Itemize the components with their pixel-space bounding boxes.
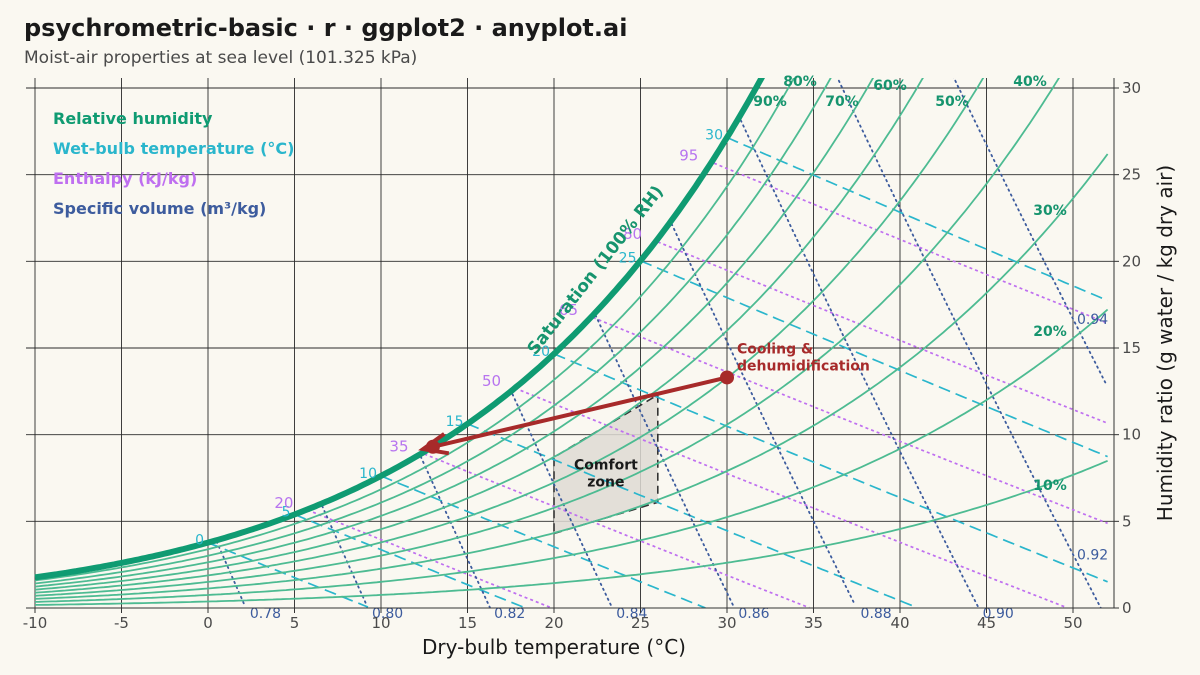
wet-bulb-line bbox=[553, 353, 1108, 583]
rh-label-60: 60% bbox=[873, 78, 907, 94]
specific-volume-line bbox=[511, 393, 612, 607]
y-tick-label: 0 bbox=[1122, 599, 1132, 617]
x-tick-label: 25 bbox=[631, 614, 650, 632]
rh-curve-20 bbox=[34, 308, 1109, 603]
x-tick-label: 35 bbox=[804, 614, 823, 632]
grid-lines bbox=[26, 78, 1114, 609]
chart-subtitle: Moist-air properties at sea level (101.3… bbox=[24, 48, 418, 68]
x-tick-label: 40 bbox=[890, 614, 909, 632]
wet-bulb-label: 20 bbox=[532, 344, 550, 360]
enthalpy-line bbox=[592, 316, 1108, 525]
legend-entry: Enthalpy (kJ/kg) bbox=[53, 169, 197, 188]
chart-title: psychrometric-basic · r · ggplot2 · anyp… bbox=[24, 14, 628, 42]
wet-bulb-label: 25 bbox=[619, 251, 637, 267]
x-tick-label: 10 bbox=[371, 614, 390, 632]
wet-bulb-label: 30 bbox=[705, 128, 723, 144]
wet-bulb-line bbox=[380, 475, 706, 608]
enthalpy-label: 80 bbox=[623, 225, 642, 243]
wet-bulb-line bbox=[294, 513, 525, 608]
comfort-zone-label-line1: Comfort bbox=[574, 457, 638, 473]
enthalpy-label: 95 bbox=[679, 146, 698, 164]
rh-label-80: 80% bbox=[783, 74, 817, 90]
specific-volume-line bbox=[952, 78, 1107, 385]
x-tick-label: -5 bbox=[114, 614, 129, 632]
x-tick-label: 15 bbox=[458, 614, 477, 632]
wet-bulb-label: 15 bbox=[446, 414, 464, 430]
wet-bulb-line bbox=[726, 136, 1108, 302]
wet-bulb-line bbox=[467, 423, 918, 608]
x-tick-label: 30 bbox=[717, 614, 736, 632]
rh-label-20: 20% bbox=[1033, 324, 1067, 340]
wet-bulb-label: 10 bbox=[359, 466, 377, 482]
plot-layer bbox=[34, 78, 1109, 608]
process-label-line2: dehumidification bbox=[737, 358, 870, 374]
specific-volume-label: 0.82 bbox=[494, 606, 525, 622]
enthalpy-label: 35 bbox=[389, 437, 408, 455]
enthalpy-label: 20 bbox=[274, 494, 293, 512]
specific-volume-line bbox=[836, 78, 1102, 608]
enthalpy-label: 65 bbox=[559, 301, 578, 319]
legend: Relative humidity Wet-bulb temperature (°… bbox=[53, 109, 294, 218]
specific-volume-label: 0.90 bbox=[983, 606, 1014, 622]
enthalpy-line bbox=[713, 162, 1108, 324]
enthalpy-label: 50 bbox=[482, 372, 501, 390]
wet-bulb-label: 0 bbox=[195, 533, 204, 549]
rh-label-30: 30% bbox=[1033, 203, 1067, 219]
specific-volume-label: 0.92 bbox=[1077, 547, 1108, 563]
y-tick-label: 5 bbox=[1122, 512, 1132, 530]
specific-volume-line bbox=[670, 223, 856, 606]
rh-label-10: 10% bbox=[1033, 478, 1067, 494]
comfort-zone-label-line2: zone bbox=[587, 474, 624, 490]
process-label-line1: Cooling & bbox=[737, 341, 813, 357]
rh-label-90: 90% bbox=[753, 94, 787, 110]
y-tick-label: 30 bbox=[1122, 79, 1141, 97]
legend-entry: Wet-bulb temperature (°C) bbox=[53, 139, 294, 158]
enthalpy-line bbox=[657, 241, 1108, 425]
x-tick-label: 5 bbox=[290, 614, 300, 632]
rh-curve-90 bbox=[34, 78, 795, 582]
legend-entry: Specific volume (m³/kg) bbox=[53, 199, 266, 218]
specific-volume-label: 0.78 bbox=[250, 606, 281, 622]
saturation-curve bbox=[34, 78, 765, 581]
rh-curve-60 bbox=[34, 78, 924, 591]
process-line bbox=[432, 375, 728, 449]
rh-curve-30 bbox=[34, 153, 1109, 600]
x-axis-title: Dry-bulb temperature (°C) bbox=[422, 635, 686, 659]
specific-volume-line bbox=[739, 119, 979, 608]
wet-bulb-label: 5 bbox=[282, 504, 291, 520]
process-end-point bbox=[425, 439, 440, 454]
rh-curve-80 bbox=[34, 78, 832, 585]
rh-label-50: 50% bbox=[935, 94, 969, 110]
x-tick-label: 50 bbox=[1063, 614, 1082, 632]
rh-label-70: 70% bbox=[825, 94, 859, 110]
specific-volume-label: 0.86 bbox=[738, 606, 769, 622]
wet-bulb-line bbox=[207, 541, 369, 608]
x-tick-label: 45 bbox=[977, 614, 996, 632]
specific-volume-label: 0.88 bbox=[861, 606, 892, 622]
specific-volume-label: 0.84 bbox=[616, 606, 647, 622]
y-tick-label: 15 bbox=[1122, 339, 1141, 357]
x-tick-label: 0 bbox=[203, 614, 213, 632]
x-tick-label: 20 bbox=[544, 614, 563, 632]
specific-volume-label: 0.94 bbox=[1077, 312, 1108, 328]
y-axis-title: Humidity ratio (g water / kg dry air) bbox=[1153, 165, 1177, 521]
process-arrowhead bbox=[418, 432, 450, 456]
x-tick-label: -10 bbox=[23, 614, 48, 632]
rh-label-40: 40% bbox=[1013, 74, 1047, 90]
rh-curve-10 bbox=[35, 459, 1108, 606]
specific-volume-label: 0.80 bbox=[372, 606, 403, 622]
rh-curve-50 bbox=[34, 78, 985, 594]
wet-bulb-line bbox=[640, 259, 1108, 458]
legend-entry: Relative humidity bbox=[53, 109, 213, 128]
axes: -10 -5 0 5 10 15 20 25 30 35 40 45 50051015202530Dry… bbox=[23, 78, 1177, 659]
process-start-point bbox=[720, 370, 734, 385]
y-tick-label: 25 bbox=[1122, 166, 1141, 184]
y-tick-label: 20 bbox=[1122, 252, 1141, 270]
y-tick-label: 10 bbox=[1122, 426, 1141, 444]
specific-volume-line bbox=[594, 314, 735, 608]
rh-curve-40 bbox=[34, 78, 1061, 597]
specific-volume-line bbox=[419, 455, 491, 608]
rh-curve-70 bbox=[34, 78, 875, 588]
